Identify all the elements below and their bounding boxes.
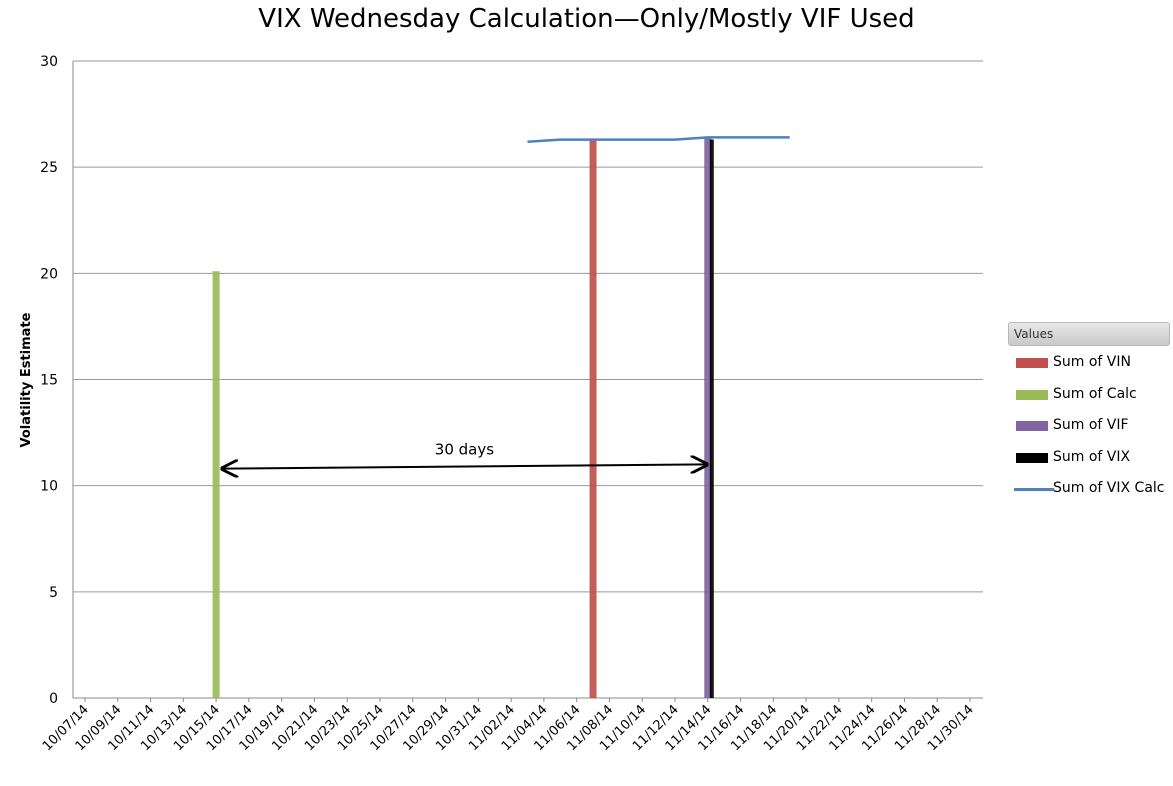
legend-label: Sum of VIX Calc [1053,480,1165,496]
y-tick-label: 25 [40,160,58,176]
bar-sum-of-vin [589,139,597,698]
y-tick-label: 5 [49,585,58,601]
bar-sum-of-vif [704,137,712,698]
legend: Values Sum of VIN Sum of Calc Sum of VIF Su… [1008,322,1170,504]
y-axis-label: Volatility Estimate [19,312,34,447]
legend-label: Sum of VIN [1053,354,1131,370]
y-tick-label: 10 [40,479,58,495]
legend-label: Sum of Calc [1053,385,1137,402]
legend-label: Sum of VIF [1053,417,1129,433]
line-sum-of-vix-calc [527,136,790,143]
legend-swatch [1016,358,1048,368]
legend-label: Sum of VIX [1053,448,1131,465]
legend-item: Sum of VIX [1008,441,1170,473]
chart-title: VIX Wednesday Calculation—Only/Mostly VI… [258,4,915,34]
y-tick-label: 30 [40,54,58,70]
legend-item: Sum of VIF [1008,409,1170,441]
legend-item: Sum of Calc [1008,378,1170,410]
legend-swatch [1016,421,1048,431]
annotation-label: 30 days [435,440,494,458]
legend-title: Values [1008,322,1170,346]
bar-sum-of-calc [212,271,220,698]
y-tick-label: 0 [49,691,58,707]
y-tick-label: 15 [40,373,58,389]
legend-item: Sum of VIN [1008,346,1170,378]
legend-swatch [1016,389,1048,400]
annotation-arrow [222,464,707,468]
y-tick-label: 20 [40,266,58,282]
legend-item: Sum of VIX Calc [1008,472,1170,504]
legend-swatch [1016,452,1048,463]
legend-swatch [1014,488,1054,491]
bar-sum-of-vix [709,139,714,698]
